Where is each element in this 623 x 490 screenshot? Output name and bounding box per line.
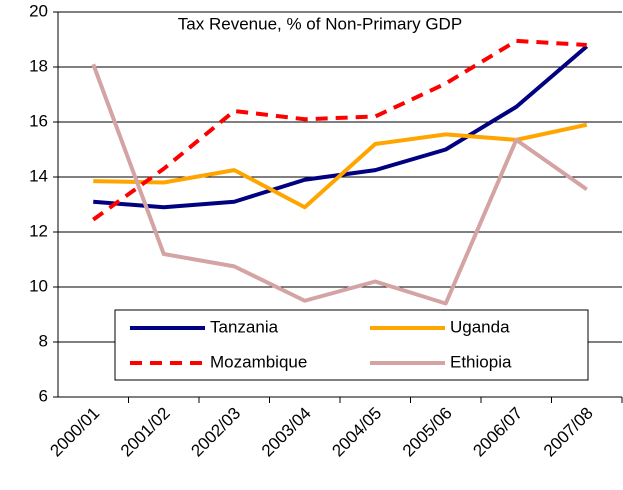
x-tick-label: 2006/07 [469,404,526,461]
x-tick-label: 2001/02 [117,404,174,461]
y-tick-label: 10 [29,276,48,295]
series-line [92,38,587,222]
y-tick-label: 16 [29,111,48,130]
y-tick-label: 12 [29,221,48,240]
legend-label: Mozambique [210,352,307,371]
x-tick-label: 2007/08 [540,404,597,461]
y-tick-label: 20 [29,1,48,20]
series-line [91,63,588,306]
x-tick-label: 2002/03 [187,404,244,461]
legend-label: Ethiopia [450,352,512,371]
legend-label: Tanzania [210,317,279,336]
x-tick-label: 2000/01 [46,404,103,461]
legend-box [114,309,589,381]
x-tick-label: 2003/04 [258,404,315,461]
chart-title: Tax Revenue, % of Non-Primary GDP [178,14,462,33]
y-tick-label: 6 [39,386,48,405]
y-tick-label: 8 [39,331,48,350]
x-tick-label: 2004/05 [328,404,385,461]
y-tick-label: 18 [29,56,48,75]
y-tick-label: 14 [29,166,48,185]
x-tick-label: 2005/06 [399,404,456,461]
legend-label: Uganda [450,317,510,336]
series-line [93,122,588,210]
